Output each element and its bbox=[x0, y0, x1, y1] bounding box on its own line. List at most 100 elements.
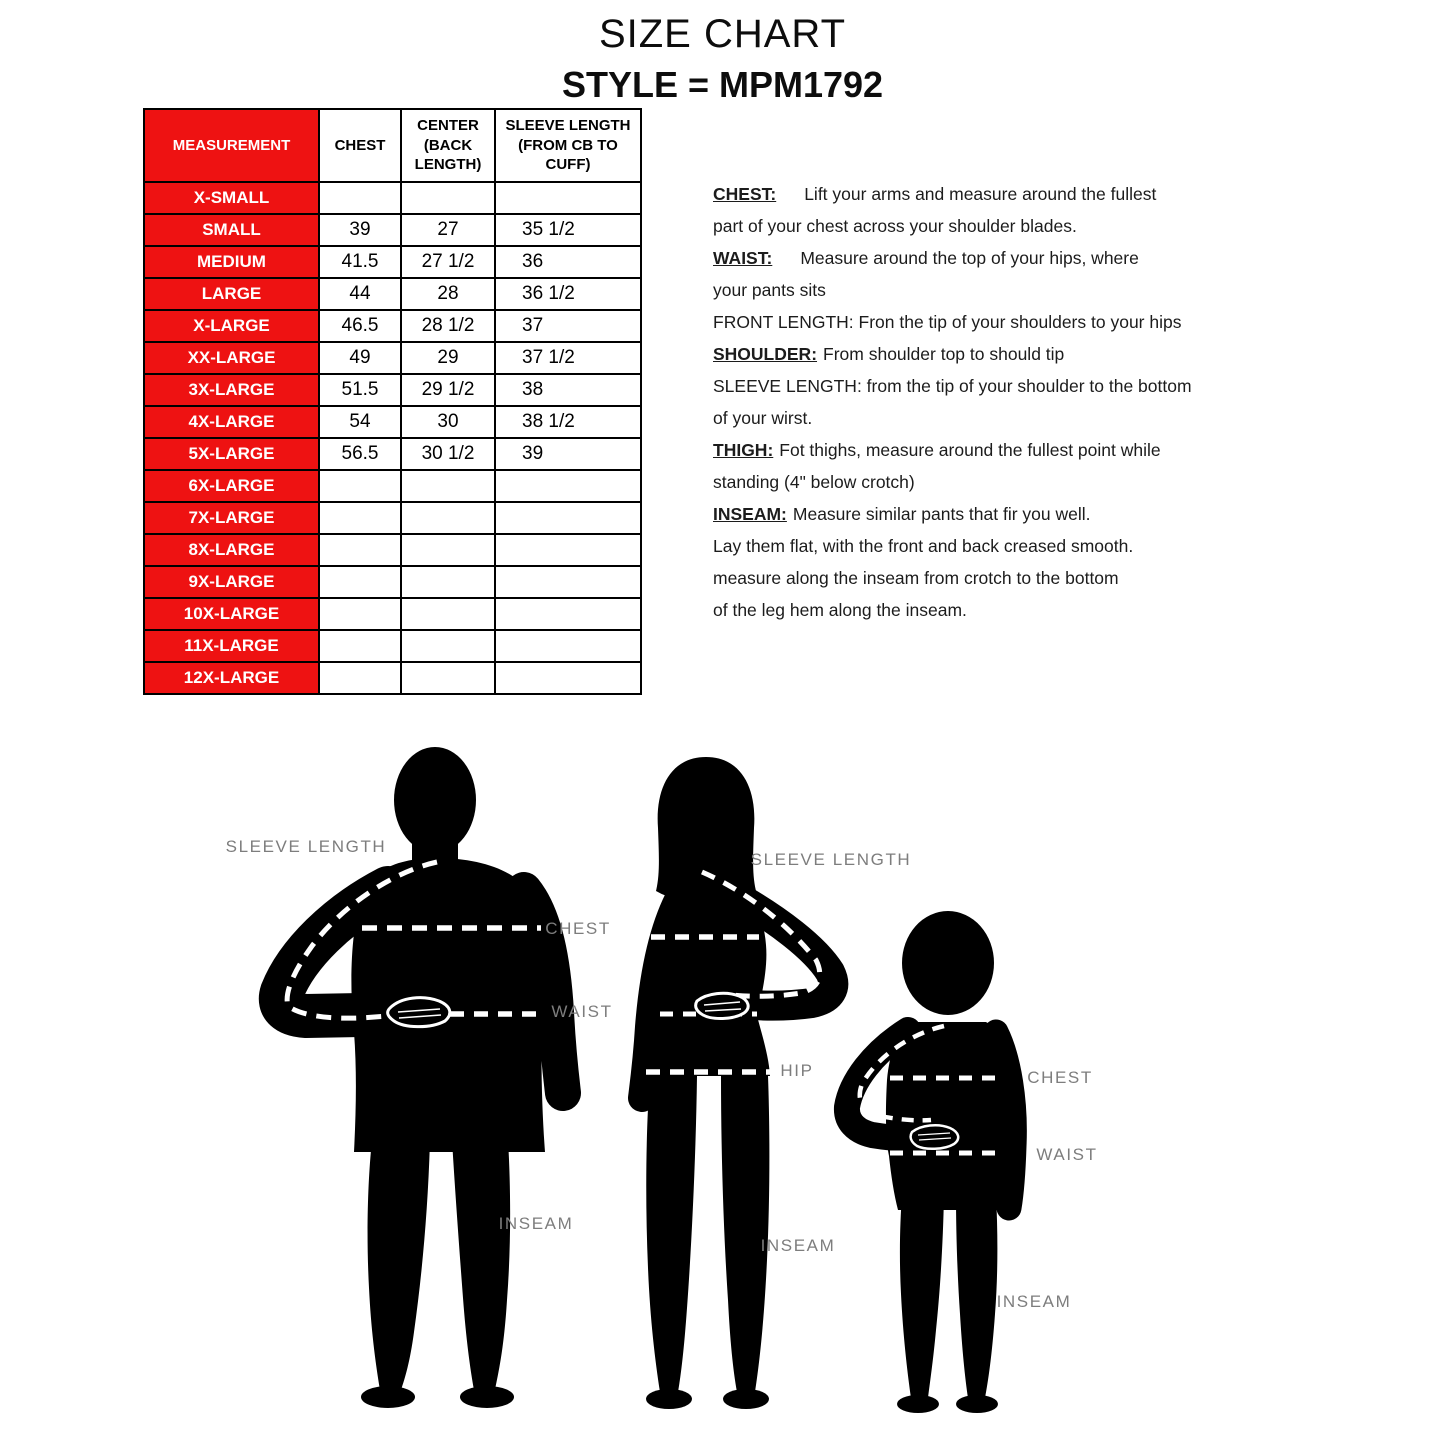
size-cell: XX-LARGE bbox=[143, 341, 320, 375]
size-cell: X-LARGE bbox=[143, 309, 320, 343]
chest-cell: 41.5 bbox=[318, 245, 402, 279]
chest-cell bbox=[318, 533, 402, 567]
table-row: 10X-LARGE bbox=[143, 597, 642, 631]
sleeve-cell: 37 bbox=[494, 309, 642, 343]
table-row: 9X-LARGE bbox=[143, 565, 642, 599]
man-hand bbox=[386, 996, 452, 1029]
instruction-line: of your wirst. bbox=[713, 402, 1193, 434]
instruction-text: Lift your arms and measure around the fu… bbox=[804, 184, 1157, 204]
size-cell: MEDIUM bbox=[143, 245, 320, 279]
instruction-text: of your wirst. bbox=[713, 408, 813, 428]
table-row: X-LARGE 46.5 28 1/2 37 bbox=[143, 309, 642, 343]
instruction-text: FRONT LENGTH: Fron the tip of your shoul… bbox=[713, 312, 1182, 332]
page-title: SIZE CHART bbox=[598, 12, 847, 56]
size-cell: 5X-LARGE bbox=[143, 437, 320, 471]
instruction-line: part of your chest across your shoulder … bbox=[713, 210, 1193, 242]
instruction-line: INSEAM: Measure similar pants that fir yo… bbox=[713, 498, 1193, 530]
man-sleeve-length-label: SLEEVE LENGTH bbox=[225, 837, 387, 856]
table-row: 12X-LARGE bbox=[143, 661, 642, 695]
measurement-figures bbox=[258, 747, 1027, 1413]
back-cell: 27 1/2 bbox=[400, 245, 496, 279]
woman-silhouette bbox=[628, 757, 849, 1409]
sleeve-cell: 35 1/2 bbox=[494, 213, 642, 247]
instruction-text: measure along the inseam from crotch to … bbox=[713, 568, 1119, 588]
instruction-text: part of your chest across your shoulder … bbox=[713, 216, 1077, 236]
back-cell bbox=[400, 565, 496, 599]
child-sleeve-dash bbox=[857, 1023, 945, 1123]
sleeve-cell: 36 bbox=[494, 245, 642, 279]
instruction-line: Lay them flat, with the front and back c… bbox=[713, 530, 1193, 562]
sleeve-cell bbox=[494, 565, 642, 599]
table-row: X-SMALL bbox=[143, 181, 642, 215]
instruction-text: of the leg hem along the inseam. bbox=[713, 600, 967, 620]
chest-cell: 49 bbox=[318, 341, 402, 375]
table-row: 4X-LARGE 54 30 38 1/2 bbox=[143, 405, 642, 439]
back-cell: 29 1/2 bbox=[400, 373, 496, 407]
sleeve-cell: 39 bbox=[494, 437, 642, 471]
style-subtitle: STYLE = MPM1792 bbox=[561, 64, 884, 105]
table-row: XX-LARGE 49 29 37 1/2 bbox=[143, 341, 642, 375]
instruction-text: SLEEVE LENGTH: from the tip of your shou… bbox=[713, 376, 1192, 396]
back-cell bbox=[400, 629, 496, 663]
instruction-text: Fot thighs, measure around the fullest p… bbox=[779, 440, 1161, 460]
instruction-text: Measure around the top of your hips, whe… bbox=[800, 248, 1139, 268]
instruction-term: INSEAM: bbox=[713, 504, 787, 524]
chest-cell: 54 bbox=[318, 405, 402, 439]
instruction-term: CHEST: bbox=[713, 184, 777, 204]
table-row: SMALL 39 27 35 1/2 bbox=[143, 213, 642, 247]
woman-inseam-label: INSEAM bbox=[760, 1236, 836, 1255]
man-waist-label: WAIST bbox=[551, 1002, 613, 1021]
woman-sleeve-dash bbox=[701, 869, 823, 999]
back-cell bbox=[400, 533, 496, 567]
instruction-text: From shoulder top to should tip bbox=[823, 344, 1065, 364]
size-cell: X-SMALL bbox=[143, 181, 320, 215]
chest-cell bbox=[318, 597, 402, 631]
table-row: 5X-LARGE 56.5 30 1/2 39 bbox=[143, 437, 642, 471]
chest-cell: 46.5 bbox=[318, 309, 402, 343]
chest-cell: 44 bbox=[318, 277, 402, 311]
back-cell: 27 bbox=[400, 213, 496, 247]
back-cell: 28 1/2 bbox=[400, 309, 496, 343]
child-hand bbox=[909, 1123, 960, 1150]
col-header-chest: CHEST bbox=[318, 108, 402, 183]
chest-cell bbox=[318, 181, 402, 215]
sleeve-cell bbox=[494, 597, 642, 631]
table-row: 7X-LARGE bbox=[143, 501, 642, 535]
child-waist-label: WAIST bbox=[1036, 1145, 1098, 1164]
instruction-text: Lay them flat, with the front and back c… bbox=[713, 536, 1134, 556]
back-cell bbox=[400, 181, 496, 215]
sleeve-cell bbox=[494, 469, 642, 503]
sleeve-cell bbox=[494, 629, 642, 663]
woman-hand bbox=[694, 991, 750, 1020]
chest-cell bbox=[318, 629, 402, 663]
col-header-center-back: CENTER (BACK LENGTH) bbox=[400, 108, 496, 183]
instruction-line: your pants sits bbox=[713, 274, 1193, 306]
chest-cell: 51.5 bbox=[318, 373, 402, 407]
instruction-text: your pants sits bbox=[713, 280, 826, 300]
size-cell: SMALL bbox=[143, 213, 320, 247]
size-cell: 7X-LARGE bbox=[143, 501, 320, 535]
instruction-line: WAIST: Measure around the top of your hip… bbox=[713, 242, 1193, 274]
child-inseam-dash bbox=[947, 1223, 955, 1395]
measurement-instructions: CHEST: Lift your arms and measure around … bbox=[713, 178, 1193, 626]
child-inseam-label: INSEAM bbox=[996, 1292, 1072, 1311]
chest-cell bbox=[318, 469, 402, 503]
size-cell: 3X-LARGE bbox=[143, 373, 320, 407]
chest-cell bbox=[318, 661, 402, 695]
col-header-sleeve: SLEEVE LENGTH (FROM CB TO CUFF) bbox=[494, 108, 642, 183]
size-cell: 10X-LARGE bbox=[143, 597, 320, 631]
sleeve-cell bbox=[494, 533, 642, 567]
table-row: 11X-LARGE bbox=[143, 629, 642, 663]
chest-cell bbox=[318, 565, 402, 599]
instruction-line: standing (4" below crotch) bbox=[713, 466, 1193, 498]
child-chest-label: CHEST bbox=[1027, 1068, 1093, 1087]
sleeve-cell: 38 1/2 bbox=[494, 405, 642, 439]
back-cell bbox=[400, 661, 496, 695]
size-table: MEASUREMENT CHEST CENTER (BACK LENGTH) S… bbox=[143, 108, 642, 695]
chest-cell: 39 bbox=[318, 213, 402, 247]
size-cell: 9X-LARGE bbox=[143, 565, 320, 599]
table-row: 8X-LARGE bbox=[143, 533, 642, 567]
back-cell bbox=[400, 597, 496, 631]
back-cell: 28 bbox=[400, 277, 496, 311]
sleeve-cell bbox=[494, 501, 642, 535]
